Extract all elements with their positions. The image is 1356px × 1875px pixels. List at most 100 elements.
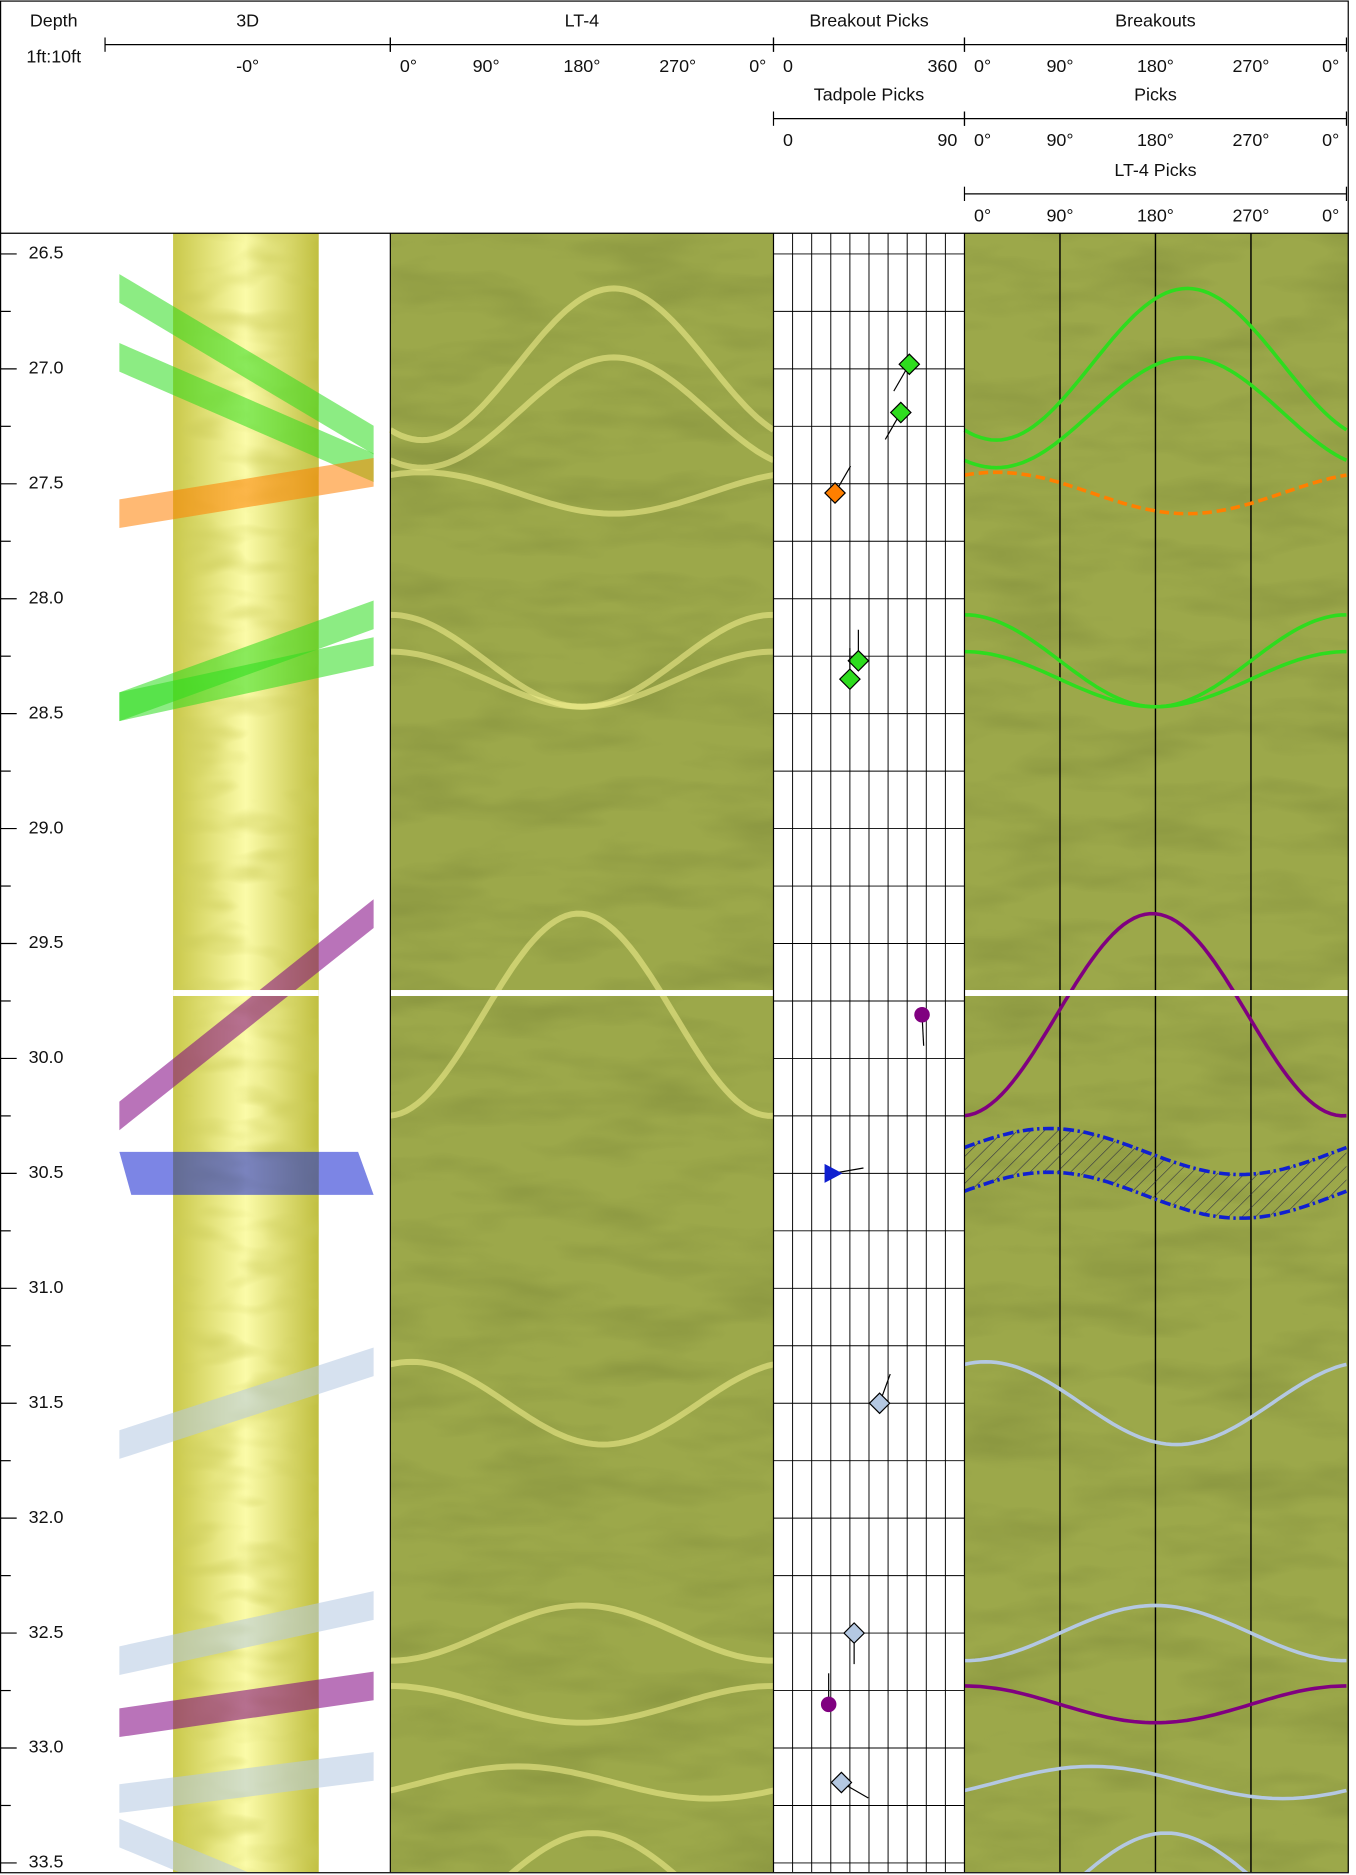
tadpole xyxy=(820,1696,837,1713)
plane-3d xyxy=(119,1752,374,1813)
scale-label: 90 xyxy=(937,130,957,150)
lt4-trace xyxy=(388,285,776,444)
pick-sinusoid xyxy=(964,1684,1347,1725)
scale-label: 180° xyxy=(1137,205,1174,225)
lt4-trace xyxy=(389,910,774,1119)
depth-label: 28.0 xyxy=(29,587,64,607)
marks xyxy=(119,233,1348,1873)
pick-sinusoid xyxy=(964,1764,1347,1801)
plane-3d xyxy=(119,1151,374,1195)
scale-label: 0° xyxy=(749,56,766,76)
depth-label: 29.5 xyxy=(29,932,64,952)
tadpole xyxy=(824,482,847,504)
breakouts-texture xyxy=(964,233,1349,1873)
scale-label: 0° xyxy=(974,56,991,76)
scale-label: 90° xyxy=(1046,56,1073,76)
scale-label: 0° xyxy=(400,56,417,76)
scale-label: 0 xyxy=(783,130,793,150)
plane-3d xyxy=(119,457,374,528)
scale-label: 90° xyxy=(473,56,500,76)
depth-label: 31.5 xyxy=(29,1392,64,1412)
pick-sinusoid xyxy=(963,355,1348,470)
tadpole xyxy=(830,1771,853,1794)
plane-3d xyxy=(119,899,374,1131)
scale-label: 360 xyxy=(927,56,957,76)
depth-label: 33.5 xyxy=(29,1852,64,1872)
pick-sinusoid xyxy=(963,286,1348,442)
plane-3d xyxy=(119,343,374,483)
scale-label: -0° xyxy=(236,56,259,76)
scale-label: 0° xyxy=(1322,205,1339,225)
plane-3d xyxy=(119,637,374,722)
scale-label: 1ft:10ft xyxy=(26,47,81,67)
gap-marker xyxy=(964,990,1349,996)
depth-label: 27.5 xyxy=(29,473,64,493)
breakout-band xyxy=(964,1128,1347,1219)
plane-3d xyxy=(119,1347,374,1459)
depth-label: 28.5 xyxy=(29,702,64,722)
depth-label: 32.5 xyxy=(29,1622,64,1642)
scale-label: 0° xyxy=(1322,130,1339,150)
scale-label: 270° xyxy=(659,56,696,76)
tadpole xyxy=(868,1392,891,1415)
lt4-texture xyxy=(390,233,774,1873)
plane-3d xyxy=(119,1591,374,1675)
lt4-trace xyxy=(508,1830,677,1873)
track-title: LT-4 Picks xyxy=(1114,160,1196,180)
pick-sinusoid xyxy=(964,1360,1347,1447)
tadpole xyxy=(889,401,912,424)
breakout-edge xyxy=(963,1170,1348,1220)
track-title: LT-4 xyxy=(565,11,600,31)
depth-label: 26.5 xyxy=(29,243,64,263)
scale-label: 0° xyxy=(1322,56,1339,76)
lt4-trace xyxy=(389,469,775,517)
depth-header: Depth xyxy=(30,11,78,31)
depth-label: 29.0 xyxy=(29,817,64,837)
track-title: Tadpole Picks xyxy=(814,85,924,105)
lt4-trace xyxy=(390,1602,774,1664)
plane-3d xyxy=(119,274,374,455)
scale-label: 90° xyxy=(1046,130,1073,150)
depth-label: 33.0 xyxy=(29,1737,64,1757)
pick-sinusoid xyxy=(964,911,1347,1118)
tadpole xyxy=(898,353,921,376)
depth-label: 31.0 xyxy=(29,1277,64,1297)
pick-sinusoid xyxy=(964,470,1347,516)
gap-marker xyxy=(390,990,774,996)
track-title: 3D xyxy=(236,11,259,31)
tadpole xyxy=(914,1007,930,1023)
track-title: Picks xyxy=(1134,85,1177,105)
tadpole xyxy=(824,1163,843,1183)
pick-sinusoid xyxy=(964,649,1347,709)
gap-marker xyxy=(173,990,319,996)
lt4-trace xyxy=(389,354,775,471)
lt4-trace xyxy=(389,1763,775,1802)
scale-label: 270° xyxy=(1232,56,1269,76)
scale-label: 270° xyxy=(1232,205,1269,225)
plane-3d xyxy=(119,1671,374,1738)
pick-sinusoid xyxy=(964,1603,1347,1663)
scale-label: 90° xyxy=(1046,205,1073,225)
scale-label: 0° xyxy=(974,205,991,225)
lt4-trace xyxy=(390,1682,774,1726)
scale-label: 0 xyxy=(783,56,793,76)
scale-label: 180° xyxy=(563,56,600,76)
depth-label: 27.0 xyxy=(29,358,64,378)
tadpole xyxy=(843,1622,866,1645)
lt4-trace xyxy=(389,1358,775,1448)
track-title: Breakout Picks xyxy=(809,11,928,31)
scale-label: 270° xyxy=(1232,130,1269,150)
pick-sinusoid xyxy=(1083,1831,1249,1873)
lt4-trace xyxy=(390,648,774,710)
scale-label: 180° xyxy=(1137,56,1174,76)
plane-3d xyxy=(119,1818,248,1873)
track-title: Breakouts xyxy=(1115,11,1196,31)
scale-label: 0° xyxy=(974,130,991,150)
breakout-edge xyxy=(963,1126,1348,1177)
scale-label: 180° xyxy=(1137,130,1174,150)
body xyxy=(119,233,1349,1873)
